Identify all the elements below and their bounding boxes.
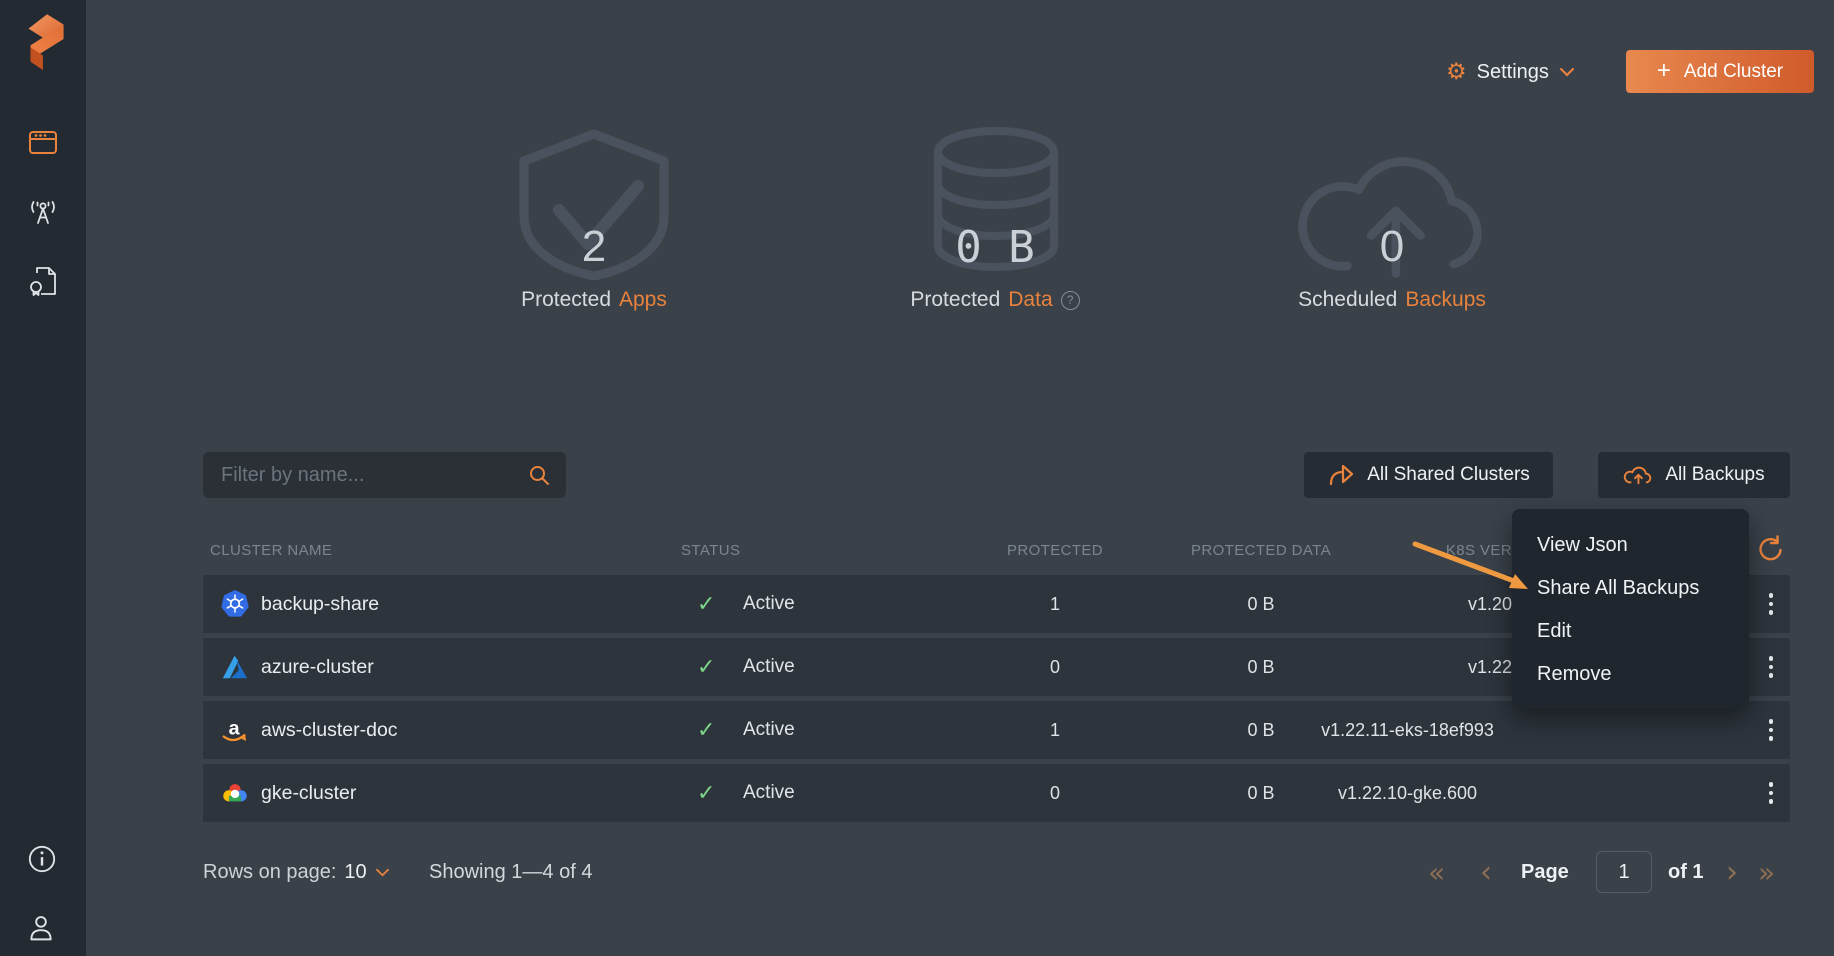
- all-backups-button[interactable]: All Backups: [1598, 452, 1790, 498]
- settings-menu[interactable]: ⚙ Settings: [1446, 56, 1575, 88]
- search-icon: [530, 466, 550, 486]
- status-check-icon: ✓: [697, 591, 716, 616]
- kebab-menu-icon[interactable]: [1754, 575, 1788, 633]
- protected-data-cell: 0 B: [1247, 783, 1275, 803]
- scheduled-backups-value: 0: [1379, 222, 1405, 271]
- chevron-down-icon: [375, 868, 389, 877]
- protected-apps-value: 2: [581, 222, 607, 271]
- kubernetes-icon: [220, 589, 250, 619]
- menu-item-view-json[interactable]: View Json: [1537, 534, 1628, 556]
- protected-data-value: 0 B: [955, 222, 1035, 273]
- cloud-upload-icon: [1298, 157, 1482, 278]
- status-badge: Active: [743, 719, 795, 740]
- info-icon[interactable]: [27, 844, 59, 876]
- scheduled-backups-label: Scheduled Backups: [1298, 288, 1486, 311]
- settings-label: Settings: [1476, 60, 1549, 83]
- sidebar-item-certificates[interactable]: [27, 264, 59, 296]
- status-badge: Active: [743, 656, 795, 677]
- cluster-name: backup-share: [261, 593, 380, 615]
- pagination-next-button[interactable]: ›: [1726, 854, 1738, 890]
- row-context-menu: View Json Share All Backups Edit Remove: [1512, 509, 1749, 708]
- filter-input[interactable]: [203, 452, 566, 498]
- protected-apps-cell: 0: [1049, 657, 1060, 677]
- kebab-menu-icon[interactable]: [1754, 764, 1788, 822]
- kebab-menu-icon[interactable]: [1754, 638, 1788, 696]
- pagination-of-label: of 1: [1668, 860, 1704, 883]
- k8s-version-cell: v1.22.10-gke.600: [1337, 783, 1478, 803]
- cluster-name: azure-cluster: [261, 656, 374, 678]
- protected-apps-link[interactable]: Apps: [619, 288, 667, 311]
- menu-item-share-all-backups[interactable]: Share All Backups: [1537, 577, 1700, 599]
- database-icon: [934, 127, 1058, 271]
- refresh-icon[interactable]: [1755, 535, 1785, 565]
- showing-range-text: Showing 1—4 of 4: [429, 860, 593, 883]
- cloud-upload-icon: [1624, 466, 1652, 485]
- sidebar: [0, 0, 86, 956]
- k8s-version-cell: v1.22.11-eks-18ef993: [1321, 720, 1494, 740]
- sidebar-item-clusters[interactable]: [27, 126, 59, 158]
- status-badge: Active: [743, 782, 795, 803]
- certificate-doc-icon: [30, 267, 56, 296]
- all-shared-clusters-label: All Shared Clusters: [1367, 464, 1530, 485]
- rows-per-page-value: 10: [344, 860, 367, 883]
- svg-text:a: a: [229, 718, 241, 740]
- protected-data-cell: 0 B: [1247, 594, 1275, 614]
- pagination-prev-button[interactable]: ‹: [1480, 854, 1492, 890]
- user-icon[interactable]: [27, 912, 59, 944]
- scheduled-backups-link[interactable]: Backups: [1405, 288, 1486, 311]
- protected-apps-label: Protected Apps: [521, 288, 667, 311]
- rows-per-page-select[interactable]: Rows on page: 10: [203, 847, 390, 897]
- rows-per-page-label: Rows on page:: [203, 860, 337, 883]
- add-cluster-button[interactable]: + Add Cluster: [1626, 50, 1814, 93]
- plus-icon: +: [1656, 56, 1671, 84]
- protected-data-link[interactable]: Data: [1008, 288, 1053, 311]
- table-row-aws-cluster-doc[interactable]: a aws-cluster-doc ✓ Active 1 0 B v1.22.1…: [203, 701, 1790, 759]
- menu-item-edit[interactable]: Edit: [1537, 620, 1572, 642]
- protected-apps-cell: 1: [1049, 720, 1060, 740]
- chevron-down-icon: [1559, 67, 1574, 77]
- cluster-name: aws-cluster-doc: [261, 719, 398, 741]
- protected-apps-cell: 0: [1049, 783, 1060, 803]
- protected-data-label: Protected Data ?: [835, 288, 1155, 312]
- protected-data-cell: 0 B: [1247, 657, 1275, 677]
- menu-item-remove[interactable]: Remove: [1537, 663, 1612, 685]
- pagination-first-button[interactable]: «: [1428, 855, 1446, 889]
- header-k8s-version: K8S VER: [1445, 542, 1512, 559]
- share-arrow-icon: [1330, 464, 1354, 486]
- kebab-menu-icon[interactable]: [1754, 701, 1788, 759]
- all-backups-label: All Backups: [1665, 464, 1765, 485]
- app-window-icon: [29, 131, 57, 154]
- status-badge: Active: [743, 593, 795, 614]
- pagination-last-button[interactable]: »: [1758, 855, 1776, 889]
- aws-icon: a: [220, 715, 250, 745]
- brand-logo[interactable]: [16, 8, 74, 75]
- google-cloud-icon: [220, 778, 250, 808]
- table-row-gke-cluster[interactable]: gke-cluster ✓ Active 0 0 B v1.22.10-gke.…: [203, 764, 1790, 822]
- pagination-page-label: Page: [1521, 860, 1569, 883]
- help-icon[interactable]: ?: [1060, 290, 1080, 310]
- header-protected-data: PROTECTED DATA: [1190, 542, 1332, 559]
- k8s-version-cell: v1.20: [1467, 594, 1512, 614]
- k8s-version-cell: v1.22: [1467, 657, 1512, 677]
- header-status: STATUS: [681, 542, 741, 559]
- status-check-icon: ✓: [697, 780, 716, 805]
- broadcast-antenna-icon: [31, 201, 55, 224]
- shield-check-icon: [519, 129, 669, 280]
- protected-data-cell: 0 B: [1247, 720, 1275, 740]
- filter-input-wrap: [203, 452, 566, 498]
- cluster-name: gke-cluster: [261, 782, 357, 804]
- azure-icon: [220, 652, 250, 682]
- header-cluster-name: CLUSTER NAME: [210, 542, 333, 559]
- gear-icon: ⚙: [1446, 58, 1467, 85]
- all-shared-clusters-button[interactable]: All Shared Clusters: [1304, 452, 1553, 498]
- protected-apps-cell: 1: [1049, 594, 1060, 614]
- status-check-icon: ✓: [697, 654, 716, 679]
- pagination-page-input[interactable]: [1596, 851, 1652, 893]
- sidebar-item-broadcast[interactable]: [27, 195, 59, 227]
- add-cluster-label: Add Cluster: [1683, 60, 1784, 82]
- status-check-icon: ✓: [697, 717, 716, 742]
